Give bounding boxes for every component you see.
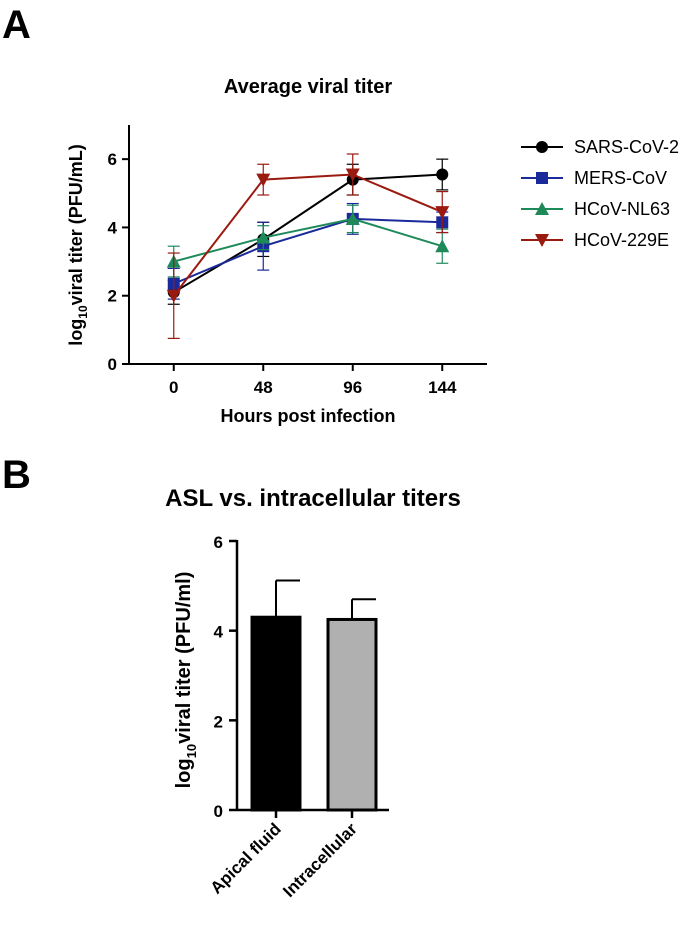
chart-a-title: Average viral titer <box>224 76 392 98</box>
chart-b-bar <box>250 615 302 812</box>
chart-a-x-tick-label: 144 <box>428 378 457 397</box>
chart-a-series-line <box>172 173 443 297</box>
chart-a-axes: 0 2 4 6 0 48 96 144 <box>108 125 487 397</box>
chart-a-series-2 <box>166 204 450 278</box>
chart-a-y-axis-label: log10viral titer (PFU/mL) <box>66 144 90 345</box>
legend-label: SARS-CoV-2 <box>574 137 679 157</box>
chart-a-x-tick-label: 48 <box>254 378 273 397</box>
chart-a-y-tick-label: 0 <box>108 355 117 374</box>
legend-label: MERS-CoV <box>574 168 667 188</box>
chart-a-y-tick-label: 4 <box>108 218 118 237</box>
chart-b-y-tick-label: 4 <box>214 623 224 642</box>
chart-a-series-line <box>173 217 443 285</box>
chart-a-x-tick-label: 96 <box>343 378 362 397</box>
panel-label-a: A <box>2 3 31 47</box>
chart-b-y-tick-label: 0 <box>214 802 223 821</box>
line-chart-panel-a: Average viral titer Hours post infection… <box>66 76 679 426</box>
chart-b-x-tick-label: Intracellular <box>279 819 361 901</box>
legend-label: HCoV-229E <box>574 230 669 250</box>
chart-a-series-line <box>173 217 443 263</box>
chart-a-legend: SARS-CoV-2 MERS-CoV HCoV-NL63 HCoV-229E <box>521 137 679 250</box>
chart-b-y-tick-label: 6 <box>214 533 223 552</box>
chart-a-data-point <box>345 168 360 182</box>
legend-marker <box>536 141 548 153</box>
chart-b-bar <box>326 617 378 812</box>
chart-b-title: ASL vs. intracellular titers <box>165 485 461 512</box>
legend-label: HCoV-NL63 <box>574 199 670 219</box>
chart-a-data-point <box>435 239 450 253</box>
chart-b-y-axis-label: log10viral titer (PFU/ml) <box>173 572 199 789</box>
chart-b-y-tick-label: 2 <box>214 712 223 731</box>
legend-marker <box>536 172 548 184</box>
chart-a-series-3 <box>166 153 450 339</box>
chart-a-data-point <box>256 230 271 244</box>
bar-chart-panel-b: ASL vs. intracellular titers log10viral … <box>165 485 461 901</box>
chart-a-series-group <box>166 153 450 339</box>
chart-a-y-tick-label: 2 <box>108 287 117 306</box>
chart-a-data-point <box>256 173 271 187</box>
chart-a-y-tick-label: 6 <box>108 150 117 169</box>
chart-a-data-point <box>345 211 360 225</box>
chart-a-data-point <box>436 168 449 181</box>
chart-a-data-point <box>166 289 181 303</box>
legend-marker <box>535 234 549 247</box>
chart-a-x-axis-label: Hours post infection <box>221 406 396 426</box>
chart-a-data-point <box>435 206 450 220</box>
chart-b-x-tick-label: Apical fluid <box>207 819 285 897</box>
chart-a-x-tick-label: 0 <box>169 378 178 397</box>
panel-label-b: B <box>2 453 31 497</box>
legend-marker <box>535 202 549 215</box>
